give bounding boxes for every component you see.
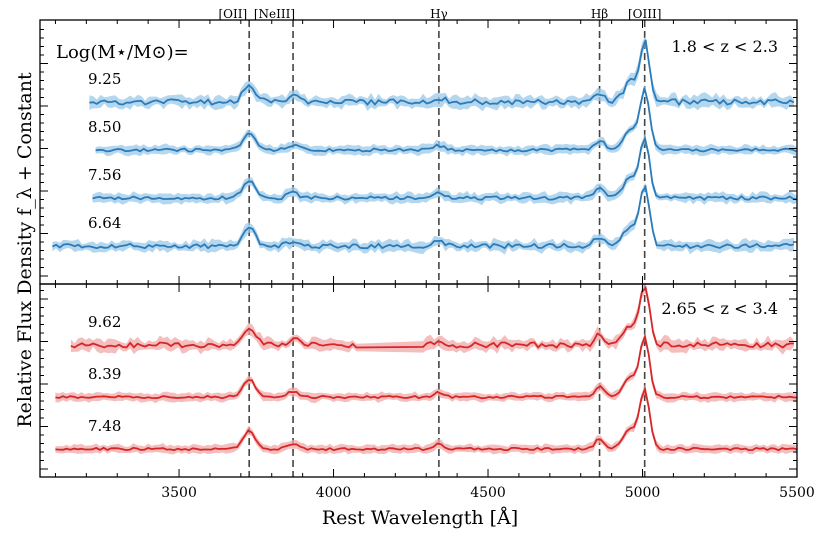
- mass-label-0-3: 6.64: [88, 214, 121, 232]
- y-axis-label-text: Relative Flux Density f_λ + Constant: [14, 72, 36, 428]
- spectrum-line-0-2: [92, 135, 798, 201]
- bottom-redshift-label: 2.65 < z < 3.4: [661, 299, 778, 318]
- x-tick-label-4: 5500: [779, 485, 815, 501]
- x-tick-label-3: 5000: [625, 485, 661, 501]
- spectrum-line-1-0: [70, 285, 794, 349]
- emission-line-label-2: Hγ: [430, 7, 448, 21]
- spectrum-band-0-2: [92, 133, 797, 206]
- spectrum-line-0-3: [52, 184, 795, 250]
- mass-label-0-2: 7.56: [88, 166, 121, 184]
- mass-label-0-1: 8.50: [88, 118, 121, 136]
- emission-line-label-4: [OIII]: [628, 7, 661, 21]
- spectrum-line-0-0: [89, 39, 795, 107]
- spectrum-line-1-1: [55, 333, 798, 400]
- spectrum-band-1-0: [70, 282, 794, 355]
- spectrum-band-0-1: [95, 84, 797, 157]
- emission-lines: [OII] [NeIII] Hγ Hβ [OIII]: [218, 7, 661, 477]
- axes: 3500 4000 4500 5000 5500: [39, 19, 815, 501]
- mass-label-1-2: 7.48: [88, 417, 121, 435]
- x-axis-label: Rest Wavelength [Å]: [322, 507, 518, 529]
- spectrum-line-1-2: [55, 385, 798, 452]
- y-axis-label: Relative Flux Density f_λ + Constant: [14, 72, 36, 428]
- mass-label-0-0: 9.25: [88, 70, 121, 88]
- top-redshift-label: 1.8 < z < 2.3: [672, 37, 778, 56]
- mass-label-1-0: 9.62: [88, 313, 121, 331]
- spectrum-band-1-1: [55, 332, 797, 404]
- emission-line-label-1: [NeIII]: [254, 7, 295, 21]
- x-tick-label-2: 4500: [470, 485, 506, 501]
- emission-line-label-0: [OII]: [218, 7, 247, 21]
- x-tick-label-0: 3500: [161, 485, 197, 501]
- spectrum-line-0-1: [95, 87, 797, 153]
- mass-label-1-1: 8.39: [88, 365, 121, 383]
- spectrum-band-0-0: [89, 35, 794, 112]
- bottom-panel-frame: [39, 283, 798, 478]
- x-tick-label-1: 4000: [316, 485, 352, 501]
- mass-title: Log(M⋆/M⊙)=: [56, 42, 189, 63]
- spectra: 9.25 8.50 7.56 6.64 9.62 8.39 7.48: [52, 35, 798, 455]
- emission-line-label-3: Hβ: [591, 7, 608, 21]
- spectrum-band-1-2: [55, 384, 797, 455]
